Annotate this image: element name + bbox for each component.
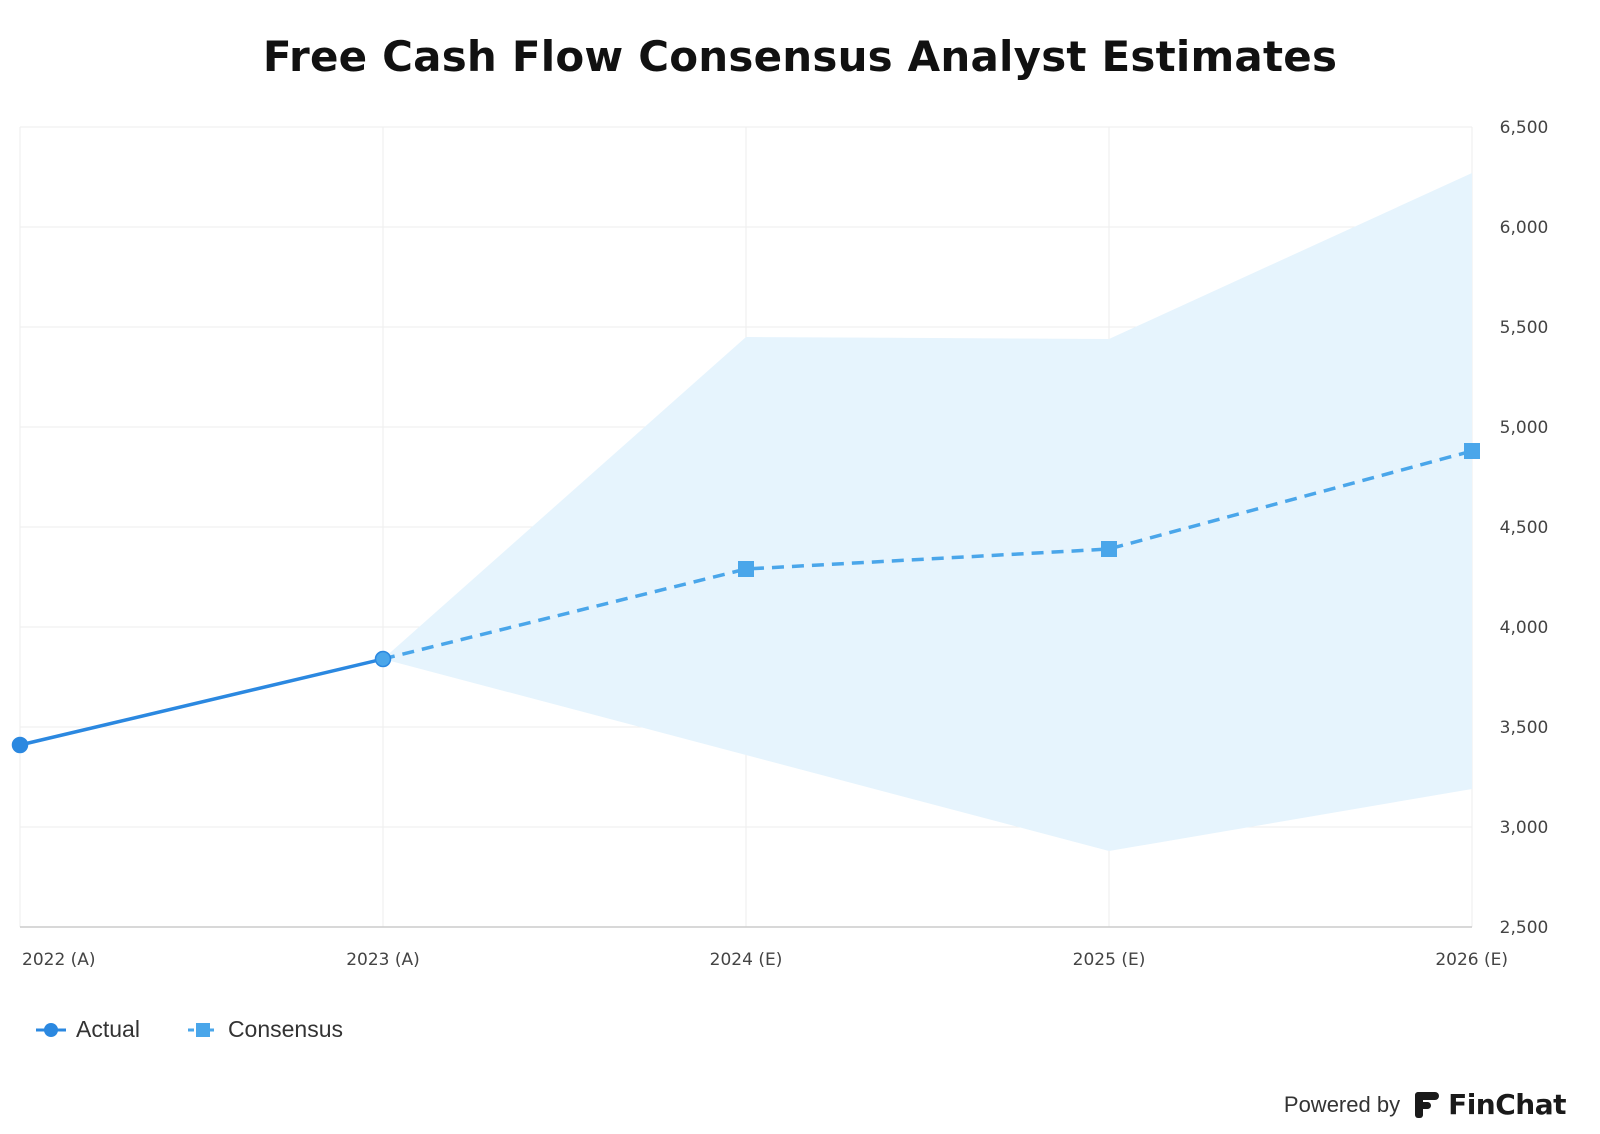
legend-actual-symbol-icon	[36, 1022, 66, 1037]
y-tick-label: 3,500	[1500, 718, 1549, 738]
y-tick-label: 4,500	[1500, 518, 1549, 538]
series-lines	[19, 449, 1473, 747]
consensus-point	[738, 561, 754, 577]
y-tick-label: 2,500	[1500, 918, 1549, 938]
x-tick-labels: 2022 (A) 2023 (A) 2024 (E) 2025 (E) 2026 (E)	[22, 950, 1508, 970]
powered-by-text: Powered by	[1283, 1091, 1401, 1117]
y-tick-label: 6,500	[1500, 118, 1549, 138]
consensus-series-line	[382, 449, 1473, 661]
legend-label-actual: Actual	[76, 1016, 140, 1042]
brand: FinChat	[1412, 1088, 1566, 1121]
y-tick-label: 5,500	[1500, 318, 1549, 338]
chart-canvas: 2,500 3,000 3,500 4,000 4,500 5,000 5,500 6,000…	[11, 118, 1549, 970]
y-tick-label: 3,000	[1500, 818, 1549, 838]
legend-item-actual[interactable]: Actual	[34, 1016, 140, 1043]
y-tick-labels: 2,500 3,000 3,500 4,000 4,500 5,000 5,500 6,000…	[1500, 118, 1549, 938]
actual-series-line	[19, 657, 384, 747]
estimate-range-area	[383, 173, 1472, 851]
brand-name: FinChat	[1448, 1088, 1566, 1121]
y-tick-label: 4,000	[1500, 618, 1549, 638]
x-tick-label: 2022 (A)	[22, 950, 96, 970]
legend: Actual Consensus	[34, 1016, 343, 1043]
x-tick-label: 2024 (E)	[710, 950, 783, 970]
actual-point	[11, 736, 29, 754]
powered-by[interactable]: Powered by FinChat	[1283, 1088, 1567, 1121]
y-tick-label: 5,000	[1500, 418, 1549, 438]
x-tick-label: 2023 (A)	[346, 950, 420, 970]
y-tick-label: 6,000	[1500, 218, 1549, 238]
x-tick-label: 2026 (E)	[1435, 950, 1508, 970]
series-markers	[11, 443, 1480, 754]
finchat-logo-icon	[1415, 1091, 1440, 1118]
legend-consensus-symbol-icon	[187, 1022, 218, 1037]
actual-point	[374, 650, 392, 668]
consensus-point	[1464, 443, 1480, 459]
legend-label-consensus: Consensus	[227, 1016, 344, 1042]
x-tick-label: 2025 (E)	[1073, 950, 1146, 970]
consensus-point	[1101, 541, 1117, 557]
range-band	[383, 173, 1472, 851]
chart-title: Free Cash Flow Consensus Analyst Estimat…	[262, 32, 1338, 81]
legend-item-consensus[interactable]: Consensus	[186, 1016, 343, 1043]
